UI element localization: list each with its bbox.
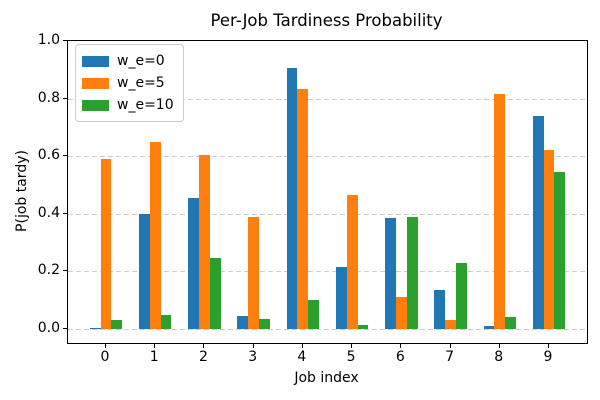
y-tick-mark (63, 270, 67, 272)
legend-swatch-w_e=0 (82, 55, 109, 67)
x-tick-label: 6 (395, 349, 405, 365)
bar-w_e=5-job7 (445, 320, 456, 329)
bar-w_e=5-job4 (297, 88, 309, 329)
bar-w_e=10-job9 (554, 172, 566, 329)
x-tick-label: 2 (198, 349, 208, 365)
bar-w_e=10-job6 (406, 216, 418, 329)
gridline-y-0.8 (68, 98, 587, 100)
x-tick-label: 0 (100, 349, 110, 365)
legend-label: w_e=10 (117, 97, 174, 113)
bar-w_e=5-job2 (199, 154, 210, 329)
x-tick-mark (301, 344, 303, 348)
plot-area: w_e=0 w_e=5 w_e=10 (67, 40, 588, 344)
y-tick-label: 0.8 (37, 89, 60, 106)
x-tick-mark (498, 344, 500, 348)
x-tick-mark (252, 344, 254, 348)
bar-w_e=10-job7 (455, 262, 467, 329)
bar-w_e=10-job5 (357, 324, 369, 329)
gridline-y-0.4 (68, 213, 587, 215)
gridline-y-0.2 (68, 271, 587, 273)
bar-w_e=5-job3 (248, 216, 260, 329)
x-tick-label: 4 (297, 349, 307, 365)
x-tick-label: 3 (248, 349, 258, 365)
legend-label: w_e=0 (117, 53, 165, 69)
bar-w_e=0-job6 (385, 218, 396, 329)
bar-w_e=0-job4 (286, 68, 298, 329)
x-tick-mark (449, 344, 451, 348)
gridline-y-0 (68, 329, 587, 330)
y-tick-label: 0.0 (37, 320, 60, 336)
y-tick-label: 0.2 (37, 262, 60, 279)
gridline-y-0.6 (68, 156, 587, 158)
x-tick-label: 1 (149, 349, 159, 365)
bar-w_e=10-job0 (111, 320, 123, 329)
bar-w_e=0-job8 (483, 326, 495, 329)
x-tick-mark (351, 344, 353, 348)
x-axis-label: Job index (294, 370, 359, 386)
bar-w_e=10-job3 (259, 318, 270, 329)
legend-item-w_e=0: w_e=0 (82, 50, 174, 72)
chart-title: Per-Job Tardiness Probability (210, 11, 443, 30)
y-tick-mark (63, 212, 67, 214)
legend-label: w_e=5 (117, 75, 165, 91)
bar-w_e=0-job7 (434, 290, 446, 329)
y-tick-label: 0.6 (37, 147, 60, 164)
bar-w_e=0-job9 (532, 115, 544, 329)
bar-w_e=10-job4 (308, 300, 320, 329)
x-tick-mark (203, 344, 205, 348)
x-tick-mark (400, 344, 402, 348)
bar-w_e=5-job0 (100, 159, 112, 329)
y-tick-label: 1.0 (37, 32, 60, 48)
bar-w_e=0-job5 (335, 267, 347, 329)
x-tick-mark (105, 344, 106, 348)
x-tick-label: 9 (543, 349, 553, 365)
y-tick-mark (63, 155, 67, 157)
bar-w_e=0-job3 (237, 316, 249, 329)
y-tick-label: 0.4 (37, 204, 60, 221)
bar-w_e=5-job1 (149, 141, 161, 329)
bar-w_e=0-job1 (138, 213, 150, 329)
x-tick-mark (154, 344, 156, 348)
bar-w_e=10-job8 (505, 317, 516, 329)
x-tick-label: 8 (494, 349, 504, 365)
x-tick-mark (547, 344, 549, 348)
y-tick-mark (63, 328, 67, 329)
y-tick-mark (63, 40, 67, 41)
bar-w_e=10-job2 (209, 258, 221, 329)
legend-item-w_e=10: w_e=10 (82, 94, 174, 116)
x-tick-label: 7 (445, 349, 454, 365)
bar-w_e=0-job0 (89, 327, 101, 329)
y-tick-mark (63, 97, 67, 99)
bar-w_e=5-job6 (395, 297, 407, 329)
bar-w_e=10-job1 (160, 314, 172, 329)
legend-swatch-w_e=10 (82, 99, 109, 111)
x-tick-label: 5 (346, 349, 356, 365)
bar-w_e=5-job5 (346, 195, 358, 329)
bar-w_e=5-job9 (543, 150, 555, 329)
bar-w_e=0-job2 (188, 197, 200, 329)
legend: w_e=0 w_e=5 w_e=10 (75, 44, 184, 122)
bar-w_e=5-job8 (494, 94, 506, 329)
legend-item-w_e=5: w_e=5 (82, 72, 174, 94)
legend-swatch-w_e=5 (82, 77, 109, 89)
